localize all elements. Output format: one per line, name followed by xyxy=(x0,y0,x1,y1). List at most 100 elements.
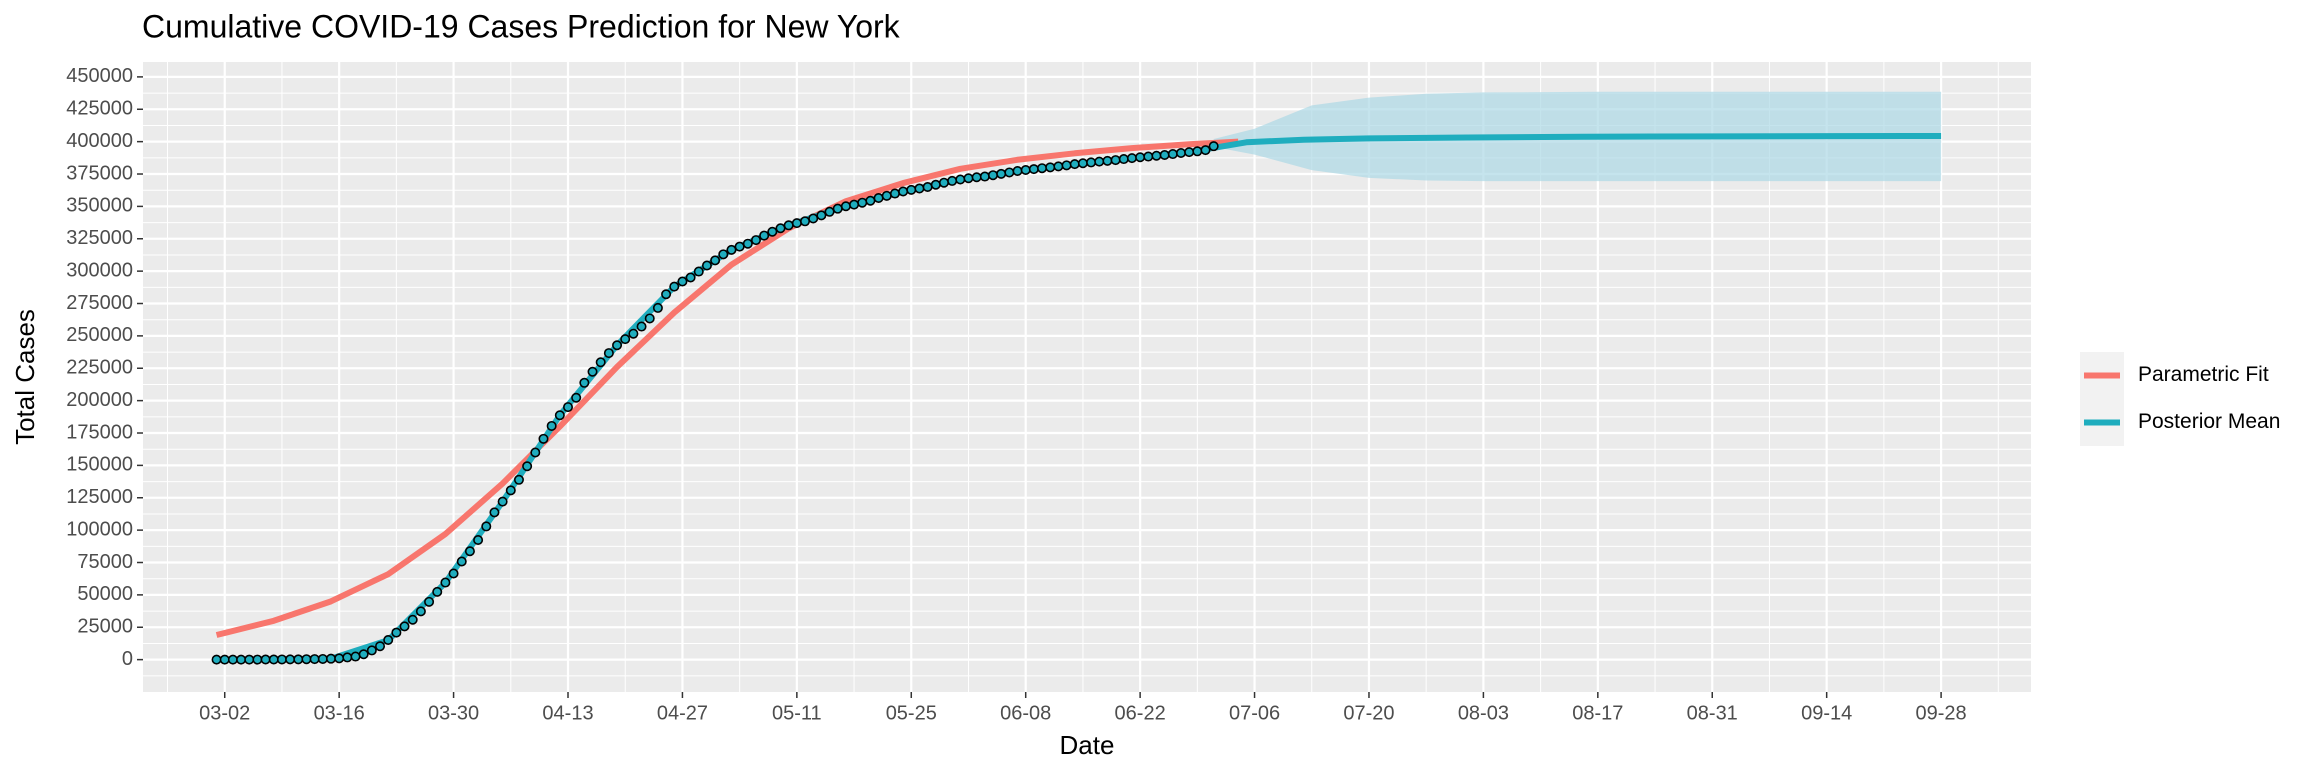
observed-point xyxy=(513,474,524,485)
observed-point xyxy=(742,238,753,249)
observed-point xyxy=(726,244,737,255)
observed-point xyxy=(1175,148,1186,159)
chart-title: Cumulative COVID-19 Cases Prediction for… xyxy=(142,8,901,44)
observed-point xyxy=(1028,164,1039,175)
observed-point xyxy=(1208,141,1219,152)
observed-point xyxy=(881,190,892,201)
observed-point xyxy=(505,485,516,496)
observed-point xyxy=(652,302,663,313)
observed-point xyxy=(832,203,843,214)
observed-point xyxy=(710,255,721,266)
observed-point xyxy=(448,568,459,579)
observed-point xyxy=(1151,150,1162,161)
observed-point xyxy=(1020,165,1031,176)
observed-point xyxy=(963,173,974,184)
observed-point xyxy=(873,193,884,204)
y-tick-label: 300000 xyxy=(66,259,133,281)
observed-point xyxy=(1110,155,1121,166)
observed-point xyxy=(563,402,574,413)
observed-point xyxy=(1184,147,1195,158)
observed-point xyxy=(391,627,402,638)
observed-point xyxy=(227,654,238,665)
observed-point xyxy=(718,249,729,260)
legend-label: Posterior Mean xyxy=(2138,410,2280,433)
observed-point xyxy=(1069,159,1080,170)
observed-point xyxy=(415,606,426,617)
observed-point xyxy=(783,220,794,231)
observed-point xyxy=(1094,156,1105,167)
observed-point xyxy=(1192,146,1203,157)
y-tick-label: 425000 xyxy=(66,98,133,120)
x-tick-label: 03-30 xyxy=(428,702,479,724)
observed-point xyxy=(620,334,631,345)
observed-point xyxy=(906,184,917,195)
x-tick-label: 03-16 xyxy=(314,702,365,724)
y-tick-label: 100000 xyxy=(66,518,133,540)
series-line xyxy=(215,138,1239,638)
observed-point xyxy=(1159,150,1170,161)
observed-point xyxy=(938,177,949,188)
x-tick-label: 08-31 xyxy=(1687,702,1738,724)
observed-point xyxy=(669,281,680,292)
observed-point xyxy=(996,168,1007,179)
observed-point xyxy=(309,654,320,665)
x-tick-label: 08-17 xyxy=(1572,702,1623,724)
y-tick-label: 250000 xyxy=(66,324,133,346)
observed-point xyxy=(538,433,549,444)
x-axis-title: Date xyxy=(1060,730,1115,760)
observed-point xyxy=(1045,162,1056,173)
observed-point xyxy=(497,496,508,507)
observed-point xyxy=(775,223,786,234)
x-tick-label: 06-08 xyxy=(1000,702,1051,724)
observed-point xyxy=(571,392,582,403)
y-tick-label: 375000 xyxy=(66,162,133,184)
y-tick-label: 125000 xyxy=(66,486,133,508)
observed-point xyxy=(366,645,377,656)
observed-point xyxy=(979,171,990,182)
observed-point xyxy=(693,266,704,277)
y-tick-label: 400000 xyxy=(66,130,133,152)
observed-point xyxy=(546,420,557,431)
y-tick-label: 175000 xyxy=(66,421,133,443)
observed-point xyxy=(587,366,598,377)
observed-point xyxy=(971,172,982,183)
x-tick-label: 07-06 xyxy=(1229,702,1280,724)
legend-label: Parametric Fit xyxy=(2138,363,2269,386)
y-tick-label: 150000 xyxy=(66,454,133,476)
observed-point xyxy=(236,654,247,665)
observed-point xyxy=(849,199,860,210)
y-tick-label: 75000 xyxy=(77,551,133,573)
observed-point xyxy=(840,201,851,212)
y-tick-label: 325000 xyxy=(66,227,133,249)
observed-point xyxy=(1167,149,1178,160)
observed-point xyxy=(922,182,933,193)
observed-point xyxy=(1053,161,1064,172)
observed-point xyxy=(955,174,966,185)
observed-point xyxy=(595,357,606,368)
observed-point xyxy=(260,654,271,665)
observed-point xyxy=(1004,167,1015,178)
observed-point xyxy=(759,230,770,241)
observed-point xyxy=(334,653,345,664)
observed-point xyxy=(440,577,451,588)
observed-point xyxy=(898,186,909,197)
y-tick-label: 25000 xyxy=(77,616,133,638)
observed-point xyxy=(1126,153,1137,164)
x-tick-label: 04-27 xyxy=(657,702,708,724)
observed-point xyxy=(685,272,696,283)
observed-point xyxy=(661,289,672,300)
observed-point xyxy=(628,328,639,339)
observed-point xyxy=(554,410,565,421)
observed-point xyxy=(734,241,745,252)
observed-point xyxy=(889,188,900,199)
y-tick-label: 225000 xyxy=(66,357,133,379)
observed-point xyxy=(636,321,647,332)
observed-point xyxy=(865,195,876,206)
x-tick-label: 04-13 xyxy=(542,702,593,724)
x-tick-label: 09-14 xyxy=(1801,702,1852,724)
observed-point xyxy=(252,654,263,665)
observed-point xyxy=(603,348,614,359)
observed-point xyxy=(342,652,353,663)
y-tick-label: 450000 xyxy=(66,65,133,87)
observed-point xyxy=(677,276,688,287)
